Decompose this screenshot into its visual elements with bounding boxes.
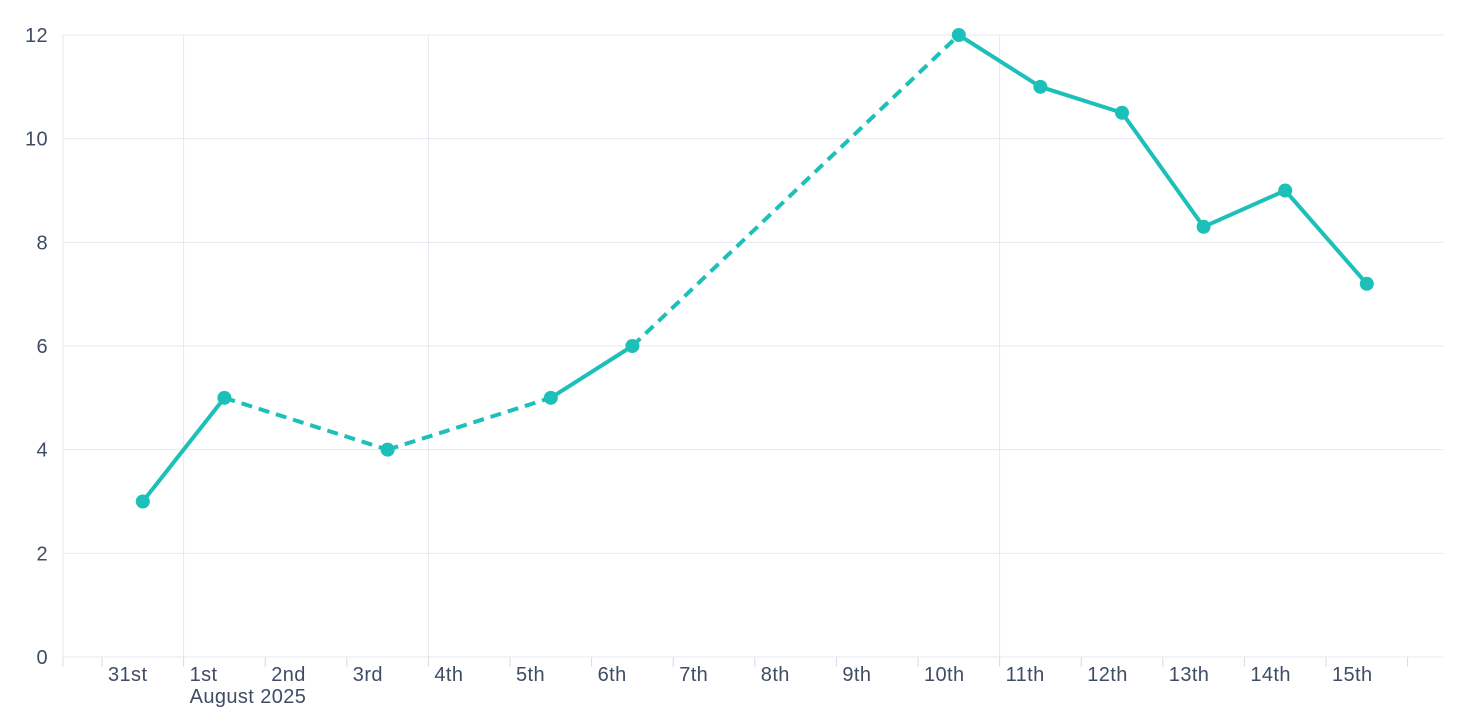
data-point-3rd[interactable] [380, 442, 395, 457]
x-axis-label-3rd: 3rd [353, 664, 383, 686]
x-axis-label-9th: 9th [842, 664, 871, 686]
y-axis-label-12: 12 [25, 25, 48, 47]
x-axis-label-11th: 11th [1006, 664, 1045, 686]
x-axis-label-7th: 7th [679, 664, 708, 686]
series-segment-11th-to-12th [1038, 84, 1124, 115]
x-axis-label-13th: 13th [1169, 664, 1210, 686]
series-segment-6th-to-10th [631, 33, 961, 348]
x-axis-label-6th: 6th [598, 664, 627, 686]
series-segment-5th-to-6th [548, 344, 635, 400]
y-axis-label-10: 10 [25, 129, 48, 151]
series-segment-31st-to-1st [140, 395, 227, 504]
y-axis-label-8: 8 [36, 232, 48, 254]
x-axis-label-14th: 14th [1250, 664, 1291, 686]
x-axis-label-5th: 5th [516, 664, 545, 686]
data-point-13th[interactable] [1196, 219, 1211, 234]
y-axis-label-0: 0 [36, 647, 48, 669]
series-segment-10th-to-11th [956, 33, 1043, 89]
data-point-10th[interactable] [951, 28, 966, 42]
x-axis-month-label: August 2025 [190, 686, 307, 708]
data-point-11th[interactable] [1033, 79, 1048, 94]
x-axis-label-12th: 12th [1087, 664, 1128, 686]
y-axis-label-4: 4 [36, 440, 48, 462]
series-segment-3rd-to-5th [386, 395, 552, 452]
data-point-5th[interactable] [543, 390, 558, 405]
series-segment-14th-to-15th [1283, 188, 1369, 286]
x-axis-label-8th: 8th [761, 664, 790, 686]
x-axis-label-2nd: 2nd [271, 664, 306, 686]
x-axis-label-4th: 4th [434, 664, 463, 686]
y-axis-label-6: 6 [36, 336, 48, 358]
data-point-14th[interactable] [1278, 183, 1293, 198]
series-segment-12th-to-13th [1120, 110, 1206, 229]
x-axis-label-15th: 15th [1332, 664, 1373, 686]
data-point-12th[interactable] [1115, 105, 1129, 120]
series-segment-1st-to-3rd [223, 395, 389, 452]
y-axis-label-2: 2 [36, 543, 48, 565]
data-point-31st[interactable] [135, 494, 150, 509]
x-axis-label-10th: 10th [924, 664, 965, 686]
series-segment-13th-to-14th [1201, 188, 1288, 229]
data-point-15th[interactable] [1359, 276, 1374, 291]
data-point-1st[interactable] [217, 390, 232, 405]
x-axis-label-1st: 1st [190, 664, 218, 686]
x-axis-label-31st: 31st [108, 664, 147, 686]
data-point-6th[interactable] [625, 339, 640, 353]
